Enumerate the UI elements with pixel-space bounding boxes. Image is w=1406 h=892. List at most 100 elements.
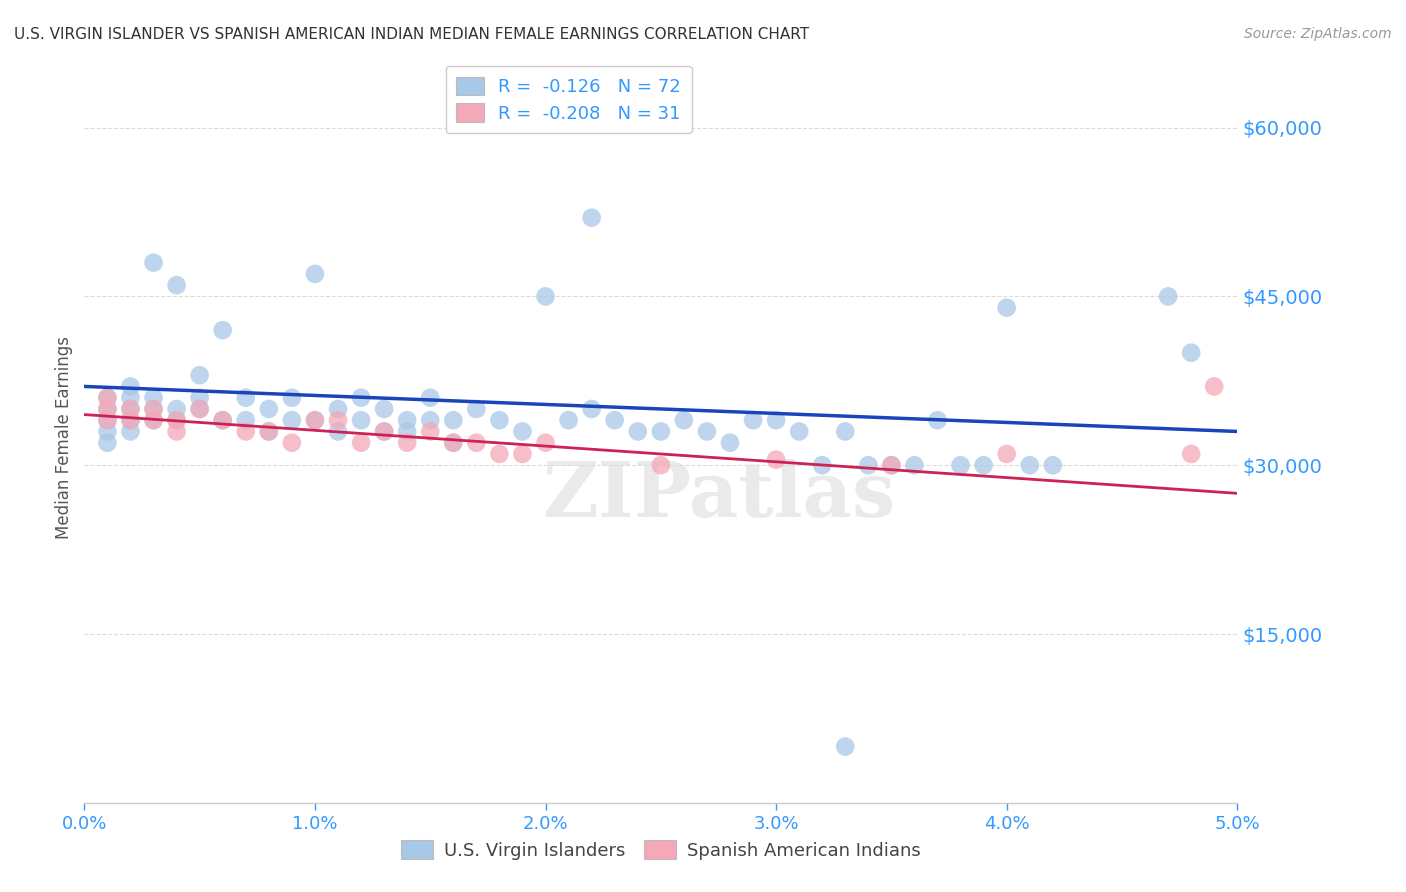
Point [995, 301, 1018, 315]
Point [465, 401, 488, 416]
Point [120, 379, 142, 393]
Point [1042, 458, 1064, 473]
Point [880, 458, 903, 473]
Point [512, 425, 534, 439]
Point [188, 368, 211, 383]
Point [350, 435, 373, 450]
Point [834, 425, 856, 439]
Point [166, 278, 188, 293]
Y-axis label: Median Female Earnings: Median Female Earnings [55, 335, 73, 539]
Point [373, 425, 395, 439]
Point [120, 425, 142, 439]
Point [973, 458, 995, 473]
Point [834, 739, 856, 754]
Point [718, 435, 741, 450]
Point [488, 413, 510, 427]
Point [465, 435, 488, 450]
Point [166, 425, 188, 439]
Point [211, 323, 233, 337]
Point [257, 425, 280, 439]
Point [142, 255, 165, 269]
Point [96, 401, 118, 416]
Point [326, 401, 349, 416]
Point [96, 413, 118, 427]
Point [96, 391, 118, 405]
Text: U.S. VIRGIN ISLANDER VS SPANISH AMERICAN INDIAN MEDIAN FEMALE EARNINGS CORRELATI: U.S. VIRGIN ISLANDER VS SPANISH AMERICAN… [14, 27, 810, 42]
Text: ZIPatlas: ZIPatlas [541, 458, 896, 533]
Point [903, 458, 925, 473]
Point [235, 391, 257, 405]
Point [1204, 379, 1226, 393]
Point [166, 413, 188, 427]
Point [419, 413, 441, 427]
Point [603, 413, 626, 427]
Point [188, 391, 211, 405]
Point [373, 401, 395, 416]
Point [1180, 345, 1202, 359]
Point [120, 391, 142, 405]
Text: Source: ZipAtlas.com: Source: ZipAtlas.com [1244, 27, 1392, 41]
Point [96, 413, 118, 427]
Point [787, 425, 810, 439]
Point [557, 413, 579, 427]
Point [166, 413, 188, 427]
Point [96, 425, 118, 439]
Point [765, 452, 787, 467]
Point [534, 435, 557, 450]
Point [257, 401, 280, 416]
Point [120, 401, 142, 416]
Point [765, 413, 787, 427]
Point [949, 458, 972, 473]
Point [96, 401, 118, 416]
Point [281, 435, 304, 450]
Point [326, 425, 349, 439]
Legend: U.S. Virgin Islanders, Spanish American Indians: U.S. Virgin Islanders, Spanish American … [394, 833, 928, 867]
Point [441, 413, 464, 427]
Point [650, 458, 672, 473]
Point [188, 401, 211, 416]
Point [742, 413, 765, 427]
Point [512, 447, 534, 461]
Point [96, 391, 118, 405]
Point [1180, 447, 1202, 461]
Point [373, 425, 395, 439]
Point [927, 413, 949, 427]
Point [419, 425, 441, 439]
Point [858, 458, 880, 473]
Point [96, 435, 118, 450]
Point [672, 413, 695, 427]
Point [326, 413, 349, 427]
Point [188, 401, 211, 416]
Point [235, 413, 257, 427]
Point [142, 413, 165, 427]
Point [1157, 289, 1180, 303]
Point [120, 401, 142, 416]
Point [650, 425, 672, 439]
Point [350, 391, 373, 405]
Point [488, 447, 510, 461]
Point [142, 413, 165, 427]
Point [995, 447, 1018, 461]
Point [304, 267, 326, 281]
Point [281, 391, 304, 405]
Point [696, 425, 718, 439]
Point [211, 413, 233, 427]
Point [304, 413, 326, 427]
Point [304, 413, 326, 427]
Point [396, 435, 419, 450]
Point [142, 391, 165, 405]
Point [581, 211, 603, 225]
Point [211, 413, 233, 427]
Point [396, 425, 419, 439]
Point [534, 289, 557, 303]
Point [811, 458, 834, 473]
Point [1018, 458, 1040, 473]
Point [581, 401, 603, 416]
Point [441, 435, 464, 450]
Point [419, 391, 441, 405]
Point [120, 413, 142, 427]
Point [627, 425, 650, 439]
Point [166, 401, 188, 416]
Point [350, 413, 373, 427]
Point [142, 401, 165, 416]
